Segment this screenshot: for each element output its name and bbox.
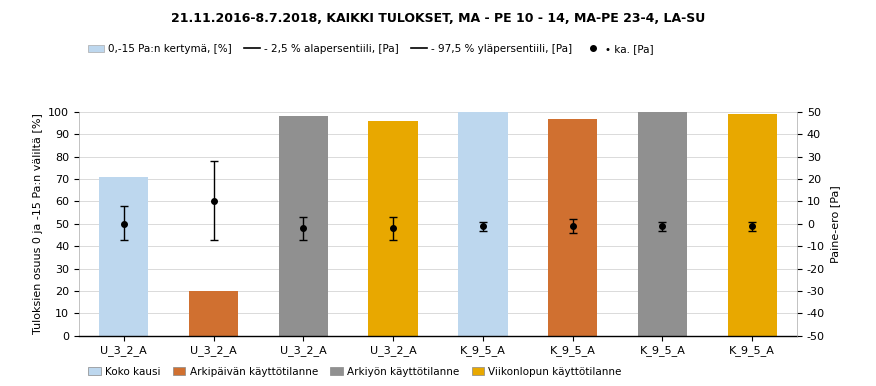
- Y-axis label: Paine-ero [Pa]: Paine-ero [Pa]: [830, 185, 841, 263]
- Bar: [99, 177, 148, 336]
- Bar: [638, 112, 687, 336]
- Bar: [369, 121, 418, 336]
- Text: 21.11.2016-8.7.2018, KAIKKI TULOKSET, MA - PE 10 - 14, MA-PE 23-4, LA-SU: 21.11.2016-8.7.2018, KAIKKI TULOKSET, MA…: [171, 12, 705, 25]
- Bar: [548, 119, 597, 336]
- Legend: Koko kausi, Arkipäivän käyttötilanne, Arkiyön käyttötilanne, Viikonlopun käyttöt: Koko kausi, Arkipäivän käyttötilanne, Ar…: [84, 362, 626, 381]
- Bar: [728, 114, 777, 336]
- Legend: 0,-15 Pa:n kertymä, [%], - 2,5 % alapersentiili, [Pa], - 97,5 % yläpersentiili, : 0,-15 Pa:n kertymä, [%], - 2,5 % alapers…: [84, 40, 657, 58]
- Bar: [279, 117, 328, 336]
- Bar: [458, 112, 507, 336]
- Bar: [189, 291, 238, 336]
- Y-axis label: Tuloksien osuus 0 ja -15 Pa:n väliltä [%]: Tuloksien osuus 0 ja -15 Pa:n väliltä [%…: [32, 113, 43, 334]
